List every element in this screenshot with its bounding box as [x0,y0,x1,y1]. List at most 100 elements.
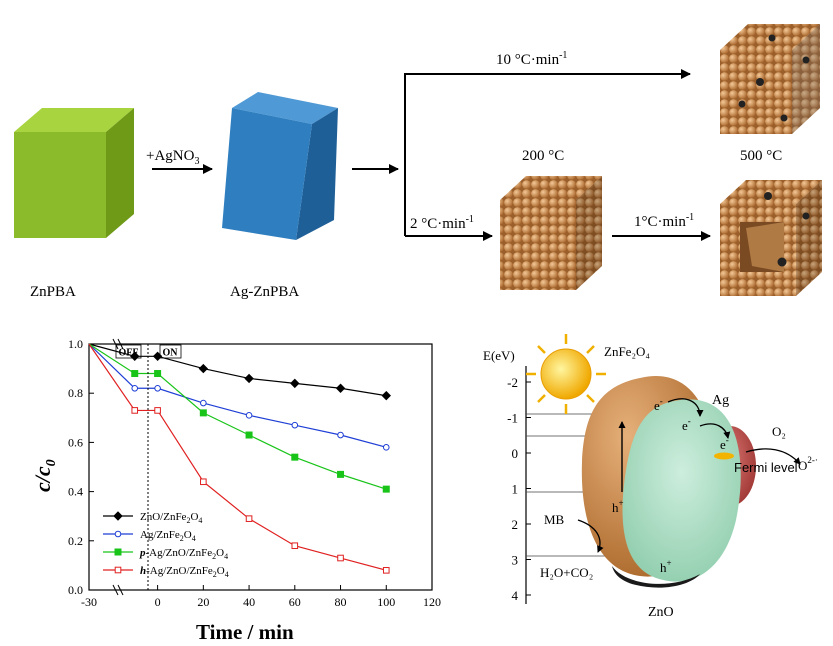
data-point [291,453,299,461]
series-h-ag-zno-znfe2o4 [88,343,390,574]
y-axis-title: c/c0 [30,459,59,492]
energy-tick-label: 2 [512,517,519,532]
y-tick-label: 0.4 [68,485,83,499]
energy-tick-label: -2 [507,375,518,390]
ag-znpba-cube [222,92,338,240]
data-point [114,548,122,556]
data-point [337,470,345,478]
energy-tick-label: -1 [507,411,518,426]
hollow-sphere-cube [720,180,822,296]
x-tick-label: 80 [335,595,347,609]
reagent-label: +AgNO3 [146,148,199,167]
legend-label: ZnO/ZnFe2O4 [140,511,202,525]
legend-label: h-Ag/ZnO/ZnFe2O4 [140,565,229,579]
x-tick-label: 100 [377,595,395,609]
data-point [381,390,391,401]
band-diagram: E(eV) -2 -1 0 1 2 3 4 ZnFe₂O₄ [483,334,818,620]
rate-top-label: 10 °C·min-1 [496,50,567,68]
o2-reduction-arrow [745,448,801,465]
ag-particle-icon [768,34,776,42]
y-tick-label: 0.0 [68,583,83,597]
ag-particle-icon [802,56,810,64]
data-point [290,378,300,389]
sun-icon [526,334,606,414]
data-point [152,351,163,362]
data-point [335,383,346,393]
electron-transfer-arrow [667,398,704,417]
hole-label: h+ [612,498,624,515]
y-tick-label: 0.2 [68,534,83,548]
ag-label: Ag [712,393,729,408]
data-point [382,567,390,574]
series-line [88,343,387,490]
chart-series [88,343,391,574]
fermi-level-mark [714,452,734,460]
on-label: ON [163,348,179,359]
data-point [131,407,139,414]
energy-tick-label: 4 [512,588,519,603]
ag-particle-icon [780,114,788,122]
data-point [245,515,253,522]
fermi-label: Fermi level [734,460,798,475]
x-tick-label: 20 [197,595,209,609]
ag-particle-icon [738,100,746,108]
legend-entry: ZnO/ZnFe2O4 [103,511,202,525]
sphere-cube-middle [500,176,602,290]
electron-to-ag-arrow [699,423,731,439]
legend-label: p-Ag/ZnO/ZnFe2O4 [139,547,228,561]
data-point [154,370,162,378]
y-tick-label: 1.0 [68,337,83,351]
data-point [382,444,390,451]
energy-axis-label: E(eV) [483,348,515,363]
synthesis-scheme: ZnPBA +AgNO3 Ag-ZnPBA 10 °C·min-1 2 °C·m… [14,24,822,300]
on-box [159,344,182,359]
zno-label: ZnO [648,605,674,620]
energy-tick-label: 1 [512,482,519,497]
off-label: OFF [119,348,139,359]
plot-frame [88,343,433,591]
data-point [131,384,139,392]
data-point [245,412,253,419]
data-point [199,409,207,417]
off-box [115,344,142,359]
mb-label: MB [544,512,565,527]
data-point [291,421,299,429]
hole-label-zno: h+ [660,558,672,575]
ag-particle-icon [777,257,787,267]
axis-break-top [112,338,124,350]
degradation-chart: -30 0 20 40 60 80 100 120 0.0 0.2 0.4 0.6 0.8 1.0 OFF… [30,337,441,644]
temp-500-label: 500 °C [740,148,782,164]
temp-200-label: 200 °C [522,148,564,164]
rate-bottom-label: 2 °C·min-1 [410,214,474,232]
x-tick-label: 120 [423,595,441,609]
data-point [114,530,122,538]
legend-entry: h-Ag/ZnO/ZnFe2O4 [103,565,229,579]
zno-particle [622,399,741,582]
data-point [200,399,207,407]
electron-label-ag: e- [720,435,729,452]
legend-entry: Ag/ZnFe2O4 [103,529,196,543]
electron-label: e- [654,396,663,413]
series-ag-znfe2o4 [88,343,390,451]
zno-shadow [612,566,700,588]
energy-ticks: -2 -1 0 1 2 3 4 [507,375,531,603]
products-label: H₂O+CO₂ [540,565,593,580]
legend-label: Ag/ZnFe2O4 [140,529,196,543]
mb-oxidation-arrow [577,519,604,553]
data-point [113,511,123,521]
o2-label: O₂ [772,424,786,439]
ag-particle-icon [756,78,764,86]
electron-label-zno: e- [682,416,691,433]
x-tick-label: 60 [289,595,301,609]
data-point [337,554,344,562]
energy-tick-label: 0 [512,446,519,461]
chart-ticks: -30 0 20 40 60 80 100 120 0.0 0.2 0.4 0.6 0.8 1.0 [68,337,441,609]
sphere-cube-top [720,24,820,134]
data-point [154,384,161,392]
axis-break-bottom [112,584,124,596]
series-line [88,343,387,448]
data-point [291,542,299,550]
data-point [245,431,253,439]
data-point [244,373,254,384]
